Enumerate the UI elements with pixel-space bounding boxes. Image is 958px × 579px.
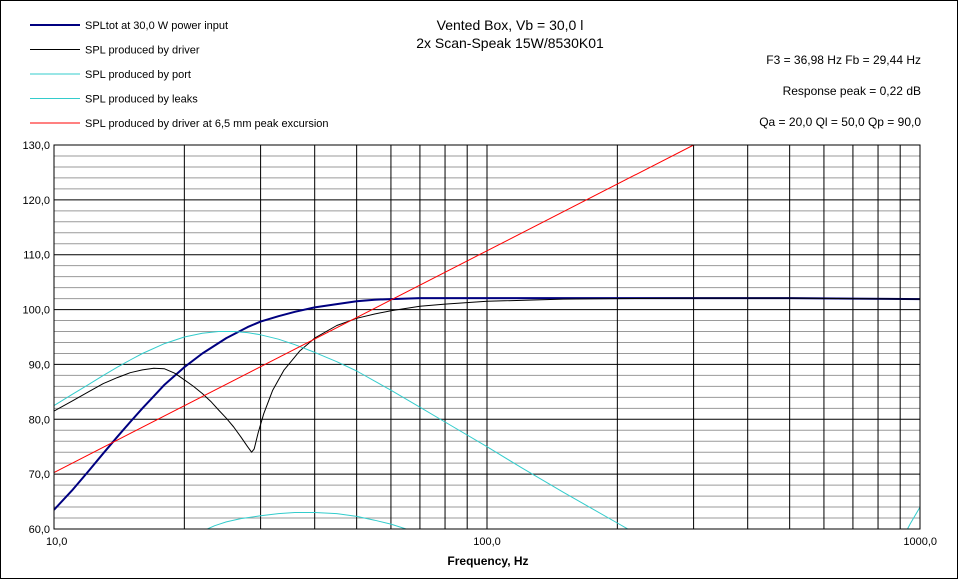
y-tick-label: 100,0 (22, 305, 50, 317)
chart-title: Vented Box, Vb = 30,0 l (437, 17, 584, 33)
y-tick-label: 80,0 (29, 414, 50, 426)
series-line-5 (54, 145, 694, 473)
legend-label: SPL produced by driver at 6,5 mm peak ex… (85, 118, 329, 130)
x-tick-label: 100,0 (473, 536, 501, 548)
x-axis: 10,0 100,0 1000,0 (46, 536, 937, 548)
info-response-peak: Response peak = 0,22 dB (783, 84, 921, 98)
series-line-1 (54, 297, 920, 511)
series-layer (54, 145, 920, 529)
legend-label: SPL produced by leaks (85, 94, 198, 106)
y-tick-label: 110,0 (23, 250, 50, 262)
legend-label: SPL produced by port (85, 69, 191, 81)
y-tick-label: 70,0 (29, 469, 50, 481)
y-tick-label: 60,0 (29, 524, 50, 536)
series-line-4 (206, 506, 920, 529)
legend-label: SPLtot at 30,0 W power input (85, 20, 228, 32)
series-line-3 (54, 331, 629, 529)
legend-label: SPL produced by driver (85, 45, 200, 57)
series-line-2 (54, 297, 920, 453)
chart-subtitle: 2x Scan-Speak 15W/8530K01 (416, 35, 604, 51)
x-axis-title: Frequency, Hz (447, 554, 528, 568)
y-tick-label: 90,0 (29, 359, 50, 371)
plot-border (53, 144, 921, 530)
x-tick-label: 10,0 (46, 536, 67, 548)
info-f3-fb: F3 = 36,98 Hz Fb = 29,44 Hz (766, 53, 921, 67)
y-tick-label: 130,0 (22, 140, 50, 152)
info-q-values: Qa = 20,0 Ql = 50,0 Qp = 90,0 (759, 115, 921, 129)
x-tick-label: 1000,0 (903, 536, 937, 548)
legend: SPLtot at 30,0 W power input SPL produced… (30, 20, 329, 130)
y-axis: 60,0 70,0 80,0 90,0 100,0 110,0 120,0 130,0 (22, 140, 50, 536)
y-tick-label: 120,0 (22, 195, 50, 207)
